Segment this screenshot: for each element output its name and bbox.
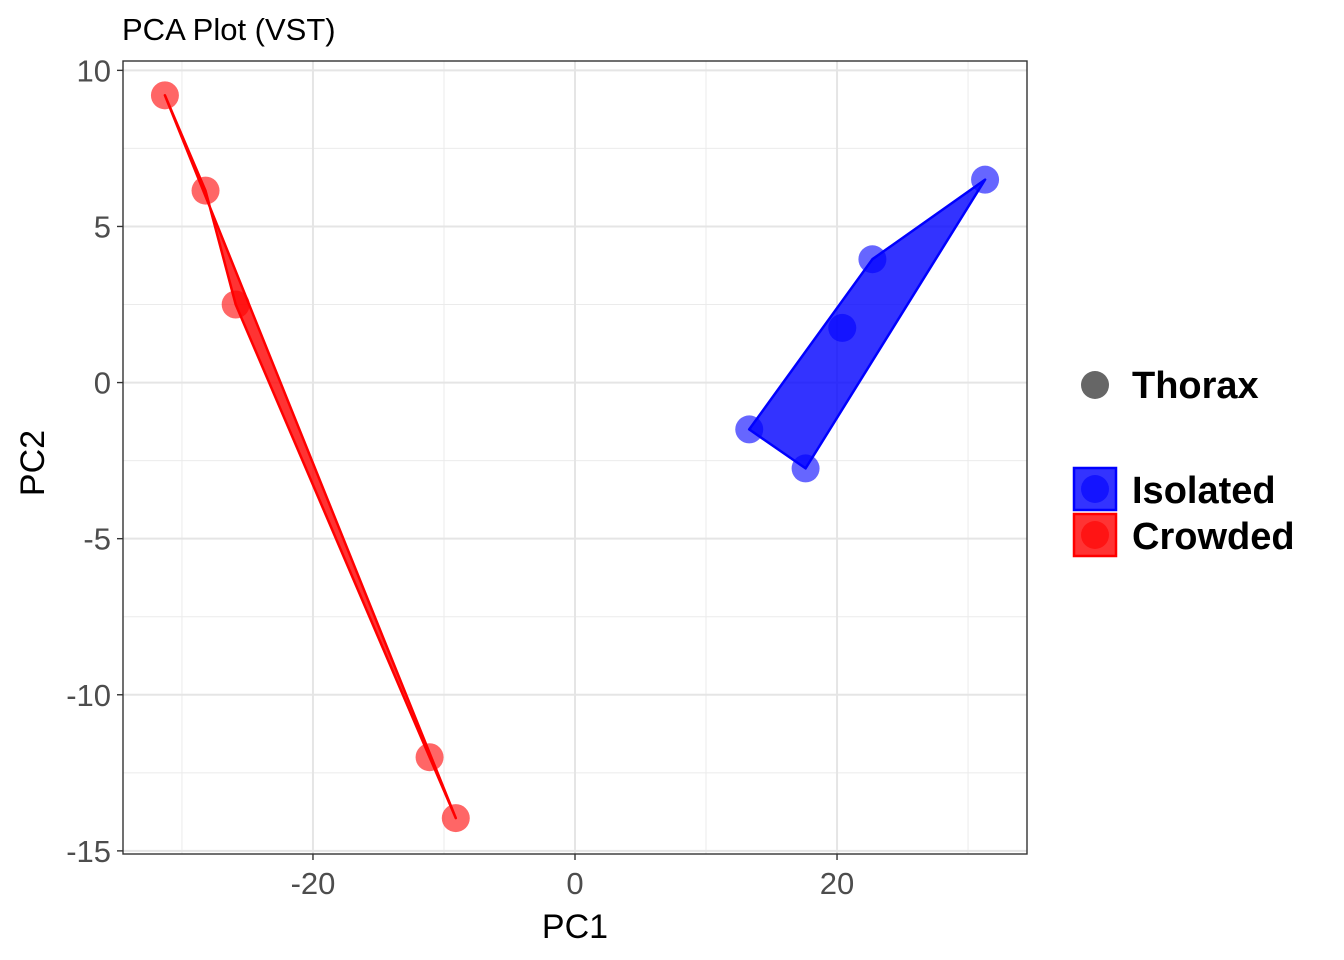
point-crowded [415, 743, 444, 772]
hull-crowded [163, 94, 458, 820]
grid [123, 61, 1027, 854]
legend-label-crowded: Crowded [1132, 516, 1295, 558]
point-crowded [150, 81, 179, 110]
y-axis-title: PC2 [14, 430, 52, 496]
data-points [150, 81, 1000, 833]
legend-key-point [1081, 475, 1109, 503]
point-isolated [828, 313, 857, 342]
x-tick-label: 0 [566, 866, 583, 901]
point-isolated [735, 415, 764, 444]
x-tick-label: 20 [820, 866, 854, 901]
x-axis-title: PC1 [542, 908, 608, 946]
point-crowded [191, 176, 220, 205]
point-isolated [971, 165, 1000, 194]
x-tick-label: -20 [291, 866, 336, 901]
y-tick-label: 10 [77, 53, 111, 88]
x-axis-ticks: -20 0 20 [291, 854, 854, 901]
legend-key-point [1081, 521, 1109, 549]
legend-shape-key [1081, 371, 1109, 399]
y-tick-label: -15 [66, 834, 111, 869]
hull-isolated [747, 178, 987, 470]
y-tick-label: 5 [94, 209, 111, 244]
point-isolated [858, 245, 887, 274]
point-crowded [441, 804, 470, 833]
y-tick-label: 0 [94, 366, 111, 401]
y-axis-ticks: -15 -10 -5 0 5 10 [66, 53, 123, 869]
point-isolated [791, 454, 820, 483]
point-crowded [221, 290, 250, 319]
y-tick-label: -10 [66, 678, 111, 713]
chart-title: PCA Plot (VST) [122, 12, 336, 47]
y-tick-label: -5 [83, 522, 111, 557]
legend-label-isolated: Isolated [1132, 470, 1276, 512]
legend-label-thorax: Thorax [1132, 365, 1259, 407]
